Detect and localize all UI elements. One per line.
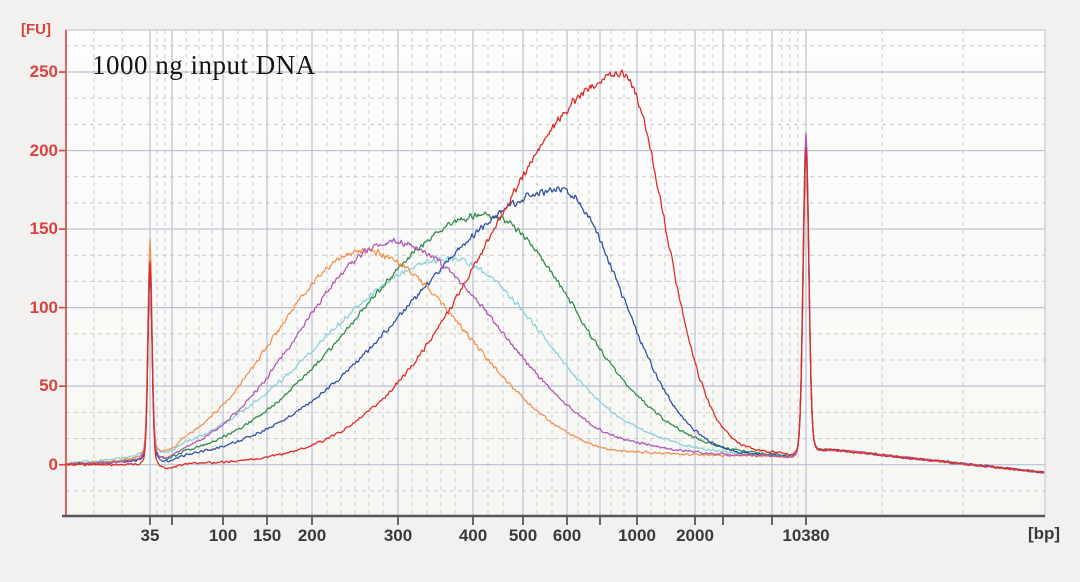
- y-tick-label-250: 250: [29, 62, 58, 81]
- x-tick-label-600: 600: [552, 526, 582, 545]
- x-tick-label-300: 300: [383, 526, 413, 545]
- x-tick-label-2000: 2000: [676, 526, 714, 545]
- x-tick-label-1000: 1000: [618, 526, 656, 545]
- x-tick-label-150: 150: [252, 526, 282, 545]
- x-tick-label-200: 200: [297, 526, 327, 545]
- y-tick-label-0: 0: [48, 454, 58, 474]
- x-axis-unit-label: [bp]: [1028, 524, 1061, 543]
- x-tick-label-400: 400: [458, 526, 488, 545]
- x-tick-label-500: 500: [508, 526, 538, 545]
- plot-background: [66, 30, 1045, 516]
- y-axis-unit-label: [FU]: [21, 21, 51, 38]
- y-tick-label-100: 100: [29, 297, 58, 317]
- y-tick-label-200: 200: [29, 140, 58, 160]
- trace-red: [66, 69, 1045, 474]
- x-tick-label-10380: 10380: [782, 526, 830, 545]
- chart-title: 1000 ng input DNA: [92, 50, 316, 80]
- x-tick-label-35: 35: [140, 526, 160, 545]
- y-tick-label-150: 150: [29, 219, 58, 239]
- x-tick-label-100: 100: [208, 526, 238, 545]
- y-tick-label-50: 50: [39, 376, 58, 396]
